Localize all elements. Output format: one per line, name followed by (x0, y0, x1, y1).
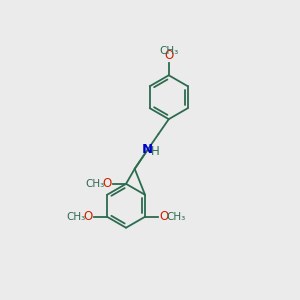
Text: CH₃: CH₃ (86, 179, 105, 189)
Text: N: N (141, 143, 152, 156)
Text: O: O (103, 177, 112, 190)
Text: O: O (159, 210, 168, 223)
Text: CH₃: CH₃ (67, 212, 86, 222)
Text: CH₃: CH₃ (166, 212, 185, 222)
Text: O: O (164, 49, 173, 62)
Text: H: H (151, 145, 160, 158)
Text: CH₃: CH₃ (159, 46, 178, 56)
Text: O: O (84, 210, 93, 223)
